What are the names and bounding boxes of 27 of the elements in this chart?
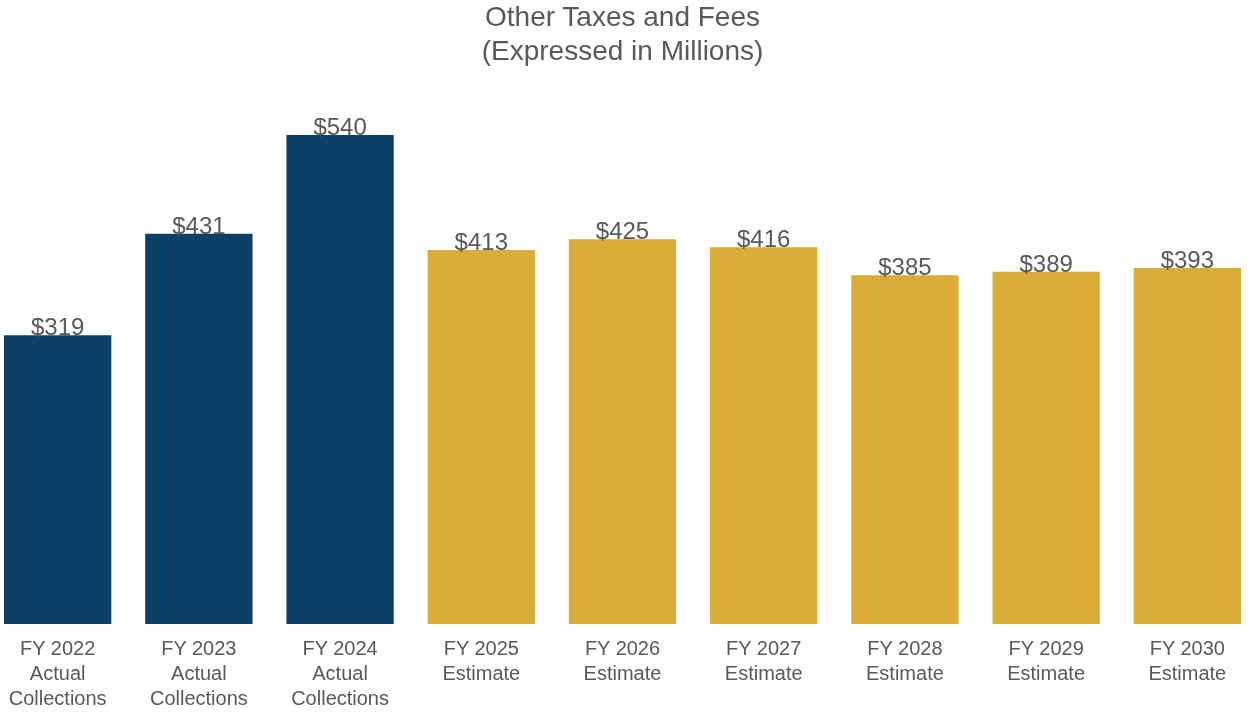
- chart-title: Other Taxes and Fees: [485, 1, 760, 32]
- data-label: $385: [878, 253, 932, 281]
- data-label: $425: [595, 217, 650, 245]
- x-tick-label: FY 2028 Estimate: [866, 636, 944, 684]
- x-tick-label: FY 2029 Estimate: [1007, 636, 1086, 684]
- bar: [710, 247, 818, 624]
- data-label: $393: [1160, 246, 1215, 274]
- data-label: $416: [737, 225, 791, 253]
- bar: [286, 135, 394, 624]
- data-label: $389: [1019, 249, 1073, 277]
- x-tick-label: FY 2022 Actual Collections: [8, 636, 107, 709]
- bar: [427, 250, 535, 624]
- x-tick-label: FY 2023 Actual Collections: [149, 636, 248, 709]
- x-tick-label: FY 2024 Actual Collections: [291, 636, 389, 709]
- bar: [1133, 268, 1241, 624]
- x-tick-label: FY 2026 Estimate: [583, 636, 662, 684]
- bar: [4, 335, 112, 624]
- x-tick-label: FY 2025 Estimate: [442, 636, 521, 684]
- bar: [568, 239, 677, 624]
- x-tick-label: FY 2027 Estimate: [724, 636, 803, 684]
- x-tick-label: FY 2030 Estimate: [1148, 636, 1227, 684]
- data-label: $413: [454, 228, 508, 256]
- data-label: $540: [313, 113, 367, 140]
- data-label: $431: [172, 211, 226, 239]
- bar: [851, 275, 959, 624]
- data-label: $319: [30, 313, 85, 341]
- chart-subtitle: (Expressed in Millions): [481, 35, 764, 66]
